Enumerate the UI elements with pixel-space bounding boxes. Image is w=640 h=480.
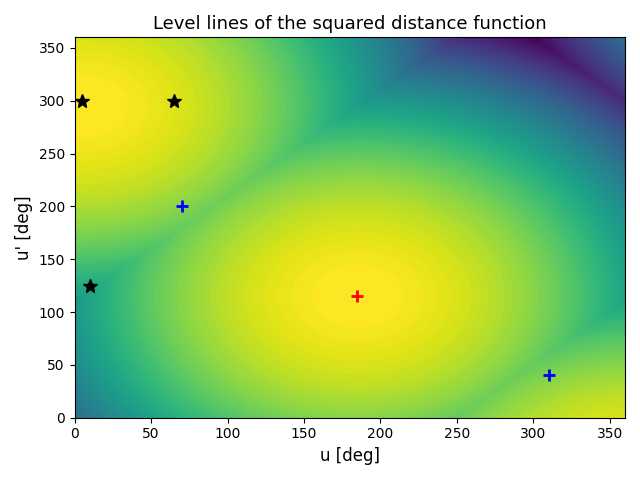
X-axis label: u [deg]: u [deg] bbox=[320, 447, 380, 465]
Title: Level lines of the squared distance function: Level lines of the squared distance func… bbox=[153, 15, 547, 33]
Y-axis label: u' [deg]: u' [deg] bbox=[15, 195, 33, 260]
